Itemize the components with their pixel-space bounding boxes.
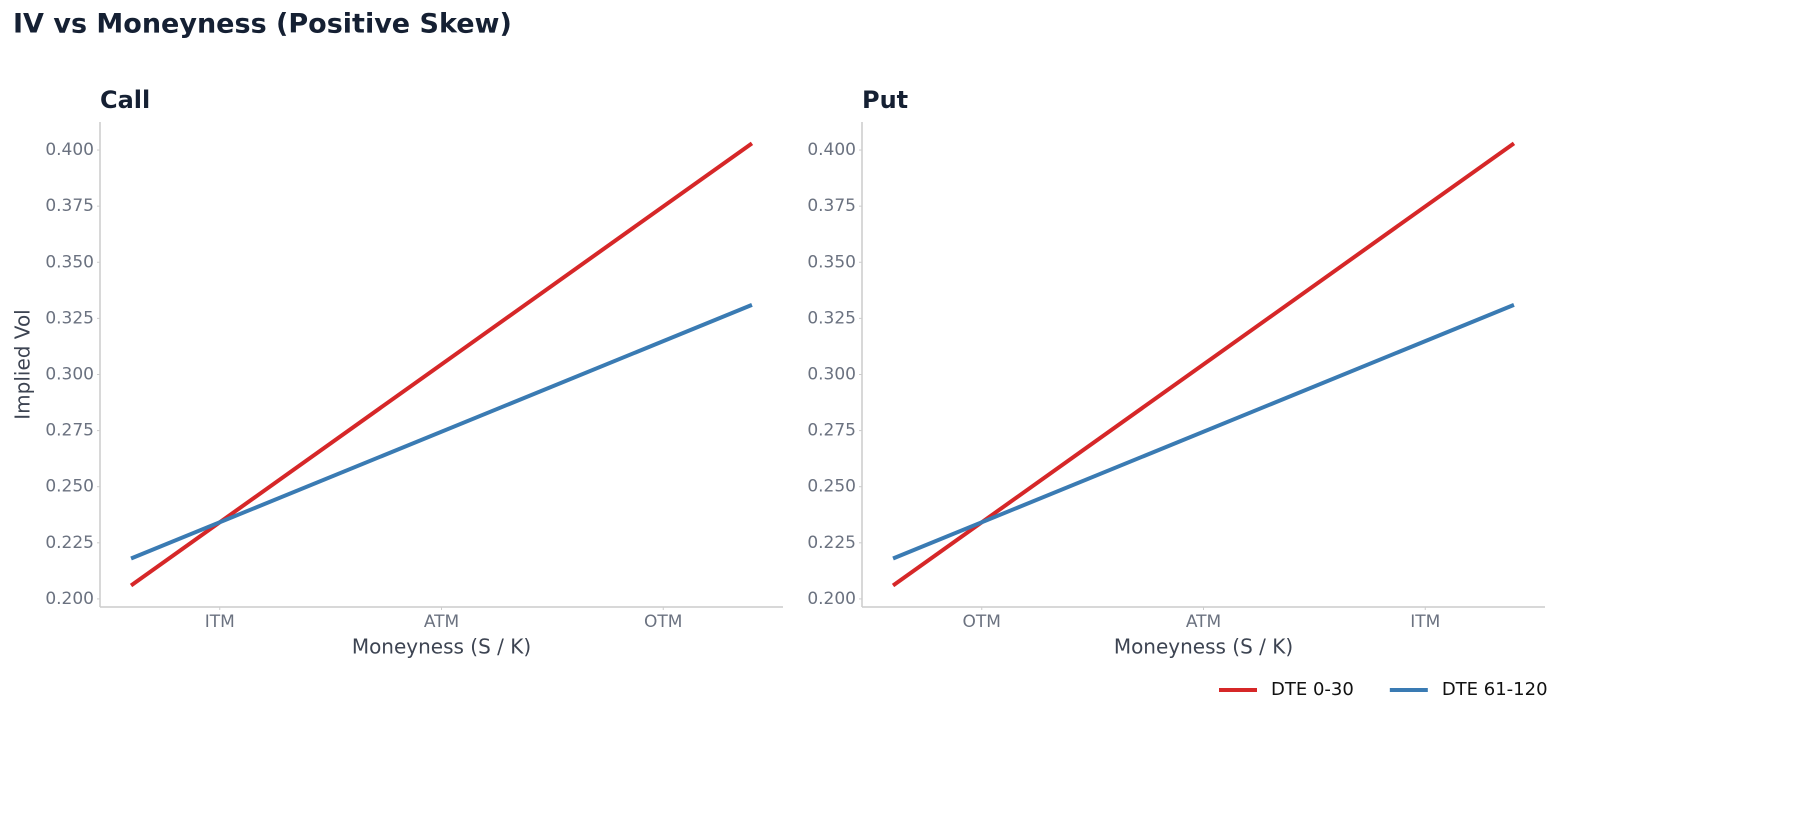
y-tick-label: 0.325 [807,308,856,328]
y-tick-label: 0.375 [45,196,94,216]
x-tick-label: ITM [205,612,235,632]
y-tick-label: 0.200 [807,589,856,609]
x-axis-label: Moneyness (S / K) [352,635,531,659]
x-tick-label: OTM [644,612,682,632]
y-tick-label: 0.275 [45,421,94,441]
y-axis-label: Implied Vol [11,309,35,419]
y-tick-label: 0.300 [45,364,94,384]
series-line [129,141,754,588]
y-tick-label: 0.400 [45,140,94,160]
y-tick-label: 0.250 [45,477,94,497]
y-tick-label: 0.375 [807,196,856,216]
panel-title: Put [862,86,908,114]
legend-label: DTE 0-30 [1271,679,1354,700]
series-line [891,141,1516,588]
y-tick-label: 0.350 [807,252,856,272]
x-tick-label: OTM [963,612,1001,632]
figure-title: IV vs Moneyness (Positive Skew) [13,9,512,40]
y-tick-label: 0.350 [45,252,94,272]
y-tick-label: 0.300 [807,364,856,384]
series-line [130,303,753,561]
x-tick-label: ATM [424,612,459,632]
y-tick-label: 0.250 [807,477,856,497]
series-line [892,303,1515,561]
panel-title: Call [100,86,150,114]
y-tick-label: 0.200 [45,589,94,609]
legend-label: DTE 61-120 [1442,679,1548,700]
y-tick-label: 0.275 [807,421,856,441]
x-tick-label: ITM [1410,612,1440,632]
x-tick-label: ATM [1186,612,1221,632]
y-tick-label: 0.400 [807,140,856,160]
y-tick-label: 0.225 [45,533,94,553]
y-tick-label: 0.325 [45,308,94,328]
y-tick-label: 0.225 [807,533,856,553]
x-axis-label: Moneyness (S / K) [1114,635,1293,659]
